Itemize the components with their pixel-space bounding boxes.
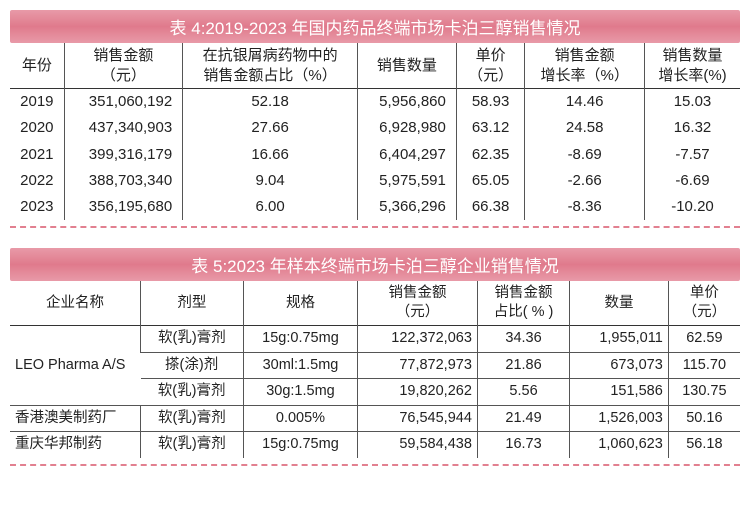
cell-form: 软(乳)膏剂 bbox=[141, 325, 244, 352]
t5-h-company: 企业名称 bbox=[10, 281, 141, 325]
cell-sales: 19,820,262 bbox=[358, 379, 478, 406]
cell-share: 21.86 bbox=[477, 352, 569, 379]
cell-sales: 351,060,192 bbox=[64, 89, 183, 116]
t5-h-sales: 销售金额 （元） bbox=[358, 281, 478, 325]
cell-spec: 30ml:1.5mg bbox=[243, 352, 357, 379]
t4-h-share: 在抗银屑病药物中的 销售金额占比（%） bbox=[183, 43, 358, 89]
cell-price: 50.16 bbox=[668, 405, 740, 432]
cell-qty: 151,586 bbox=[570, 379, 669, 406]
cell-qty: 5,366,296 bbox=[357, 194, 456, 220]
cell-share: 9.04 bbox=[183, 168, 358, 194]
divider-1 bbox=[10, 226, 740, 228]
t4-h-qgrowth: 销售数量 增长率(%) bbox=[645, 43, 741, 89]
cell-qty: 5,956,860 bbox=[357, 89, 456, 116]
cell-share: 52.18 bbox=[183, 89, 358, 116]
cell-price: 65.05 bbox=[456, 168, 525, 194]
cell-share: 34.36 bbox=[477, 325, 569, 352]
cell-form: 软(乳)膏剂 bbox=[141, 432, 244, 458]
cell-qgrowth: -10.20 bbox=[645, 194, 741, 220]
cell-share: 6.00 bbox=[183, 194, 358, 220]
table5-block: 表 5:2023 年样本终端市场卡泊三醇企业销售情况 企业名称 剂型 规格 销售… bbox=[10, 248, 740, 466]
cell-form: 搽(涂)剂 bbox=[141, 352, 244, 379]
cell-sales: 77,872,973 bbox=[358, 352, 478, 379]
divider-2 bbox=[10, 464, 740, 466]
cell-qgrowth: 16.32 bbox=[645, 115, 741, 141]
cell-spec: 30g:1.5mg bbox=[243, 379, 357, 406]
table-row: 2022388,703,3409.045,975,59165.05-2.66-6… bbox=[10, 168, 740, 194]
t4-h-price: 单价 （元） bbox=[456, 43, 525, 89]
cell-sales: 59,584,438 bbox=[358, 432, 478, 458]
cell-qty: 6,404,297 bbox=[357, 142, 456, 168]
table-row: 2023356,195,6806.005,366,29666.38-8.36-1… bbox=[10, 194, 740, 220]
cell-year: 2021 bbox=[10, 142, 64, 168]
cell-price: 63.12 bbox=[456, 115, 525, 141]
cell-sgrowth: -2.66 bbox=[525, 168, 645, 194]
cell-sales: 122,372,063 bbox=[358, 325, 478, 352]
table4-title: 表 4:2019-2023 年国内药品终端市场卡泊三醇销售情况 bbox=[10, 10, 740, 43]
table5-title: 表 5:2023 年样本终端市场卡泊三醇企业销售情况 bbox=[10, 248, 740, 281]
cell-year: 2019 bbox=[10, 89, 64, 116]
cell-sales: 76,545,944 bbox=[358, 405, 478, 432]
table5: 企业名称 剂型 规格 销售金额 （元） 销售金额 占比( % ) 数量 单价 （… bbox=[10, 281, 740, 458]
cell-price: 62.35 bbox=[456, 142, 525, 168]
cell-sgrowth: -8.36 bbox=[525, 194, 645, 220]
table-row: 香港澳美制药厂软(乳)膏剂0.005%76,545,94421.491,526,… bbox=[10, 405, 740, 432]
table4: 年份 销售金额 （元） 在抗银屑病药物中的 销售金额占比（%） 销售数量 单价 … bbox=[10, 43, 740, 220]
t5-h-price: 单价 （元） bbox=[668, 281, 740, 325]
cell-company: 重庆华邦制药 bbox=[10, 432, 141, 458]
cell-spec: 15g:0.75mg bbox=[243, 432, 357, 458]
cell-spec: 0.005% bbox=[243, 405, 357, 432]
cell-sgrowth: -8.69 bbox=[525, 142, 645, 168]
t5-h-spec: 规格 bbox=[243, 281, 357, 325]
cell-price: 58.93 bbox=[456, 89, 525, 116]
cell-qty: 1,060,623 bbox=[570, 432, 669, 458]
cell-price: 66.38 bbox=[456, 194, 525, 220]
cell-sales: 437,340,903 bbox=[64, 115, 183, 141]
cell-year: 2023 bbox=[10, 194, 64, 220]
cell-form: 软(乳)膏剂 bbox=[141, 405, 244, 432]
cell-year: 2022 bbox=[10, 168, 64, 194]
cell-sales: 356,195,680 bbox=[64, 194, 183, 220]
table-row: 2019351,060,19252.185,956,86058.9314.461… bbox=[10, 89, 740, 116]
cell-qty: 673,073 bbox=[570, 352, 669, 379]
t4-h-sgrowth: 销售金额 增长率（%） bbox=[525, 43, 645, 89]
cell-sgrowth: 14.46 bbox=[525, 89, 645, 116]
cell-share: 27.66 bbox=[183, 115, 358, 141]
cell-share: 5.56 bbox=[477, 379, 569, 406]
t4-h-year: 年份 bbox=[10, 43, 64, 89]
table-row: LEO Pharma A/S软(乳)膏剂15g:0.75mg122,372,06… bbox=[10, 325, 740, 352]
cell-share: 16.73 bbox=[477, 432, 569, 458]
cell-qty: 1,526,003 bbox=[570, 405, 669, 432]
t5-h-share: 销售金额 占比( % ) bbox=[477, 281, 569, 325]
cell-spec: 15g:0.75mg bbox=[243, 325, 357, 352]
t5-h-qty: 数量 bbox=[570, 281, 669, 325]
cell-price: 115.70 bbox=[668, 352, 740, 379]
cell-form: 软(乳)膏剂 bbox=[141, 379, 244, 406]
cell-qty: 5,975,591 bbox=[357, 168, 456, 194]
cell-qty: 6,928,980 bbox=[357, 115, 456, 141]
cell-sales: 399,316,179 bbox=[64, 142, 183, 168]
cell-share: 16.66 bbox=[183, 142, 358, 168]
t5-h-form: 剂型 bbox=[141, 281, 244, 325]
table-row: 2020437,340,90327.666,928,98063.1224.581… bbox=[10, 115, 740, 141]
cell-qty: 1,955,011 bbox=[570, 325, 669, 352]
table-row: 2021399,316,17916.666,404,29762.35-8.69-… bbox=[10, 142, 740, 168]
t4-h-sales: 销售金额 （元） bbox=[64, 43, 183, 89]
cell-share: 21.49 bbox=[477, 405, 569, 432]
cell-sales: 388,703,340 bbox=[64, 168, 183, 194]
cell-price: 62.59 bbox=[668, 325, 740, 352]
cell-qgrowth: -6.69 bbox=[645, 168, 741, 194]
t4-h-qty: 销售数量 bbox=[357, 43, 456, 89]
cell-company: LEO Pharma A/S bbox=[10, 325, 141, 405]
table-row: 重庆华邦制药软(乳)膏剂15g:0.75mg59,584,43816.731,0… bbox=[10, 432, 740, 458]
cell-price: 56.18 bbox=[668, 432, 740, 458]
cell-year: 2020 bbox=[10, 115, 64, 141]
cell-company: 香港澳美制药厂 bbox=[10, 405, 141, 432]
table4-block: 表 4:2019-2023 年国内药品终端市场卡泊三醇销售情况 年份 销售金额 … bbox=[10, 10, 740, 228]
cell-sgrowth: 24.58 bbox=[525, 115, 645, 141]
cell-qgrowth: -7.57 bbox=[645, 142, 741, 168]
cell-price: 130.75 bbox=[668, 379, 740, 406]
cell-qgrowth: 15.03 bbox=[645, 89, 741, 116]
